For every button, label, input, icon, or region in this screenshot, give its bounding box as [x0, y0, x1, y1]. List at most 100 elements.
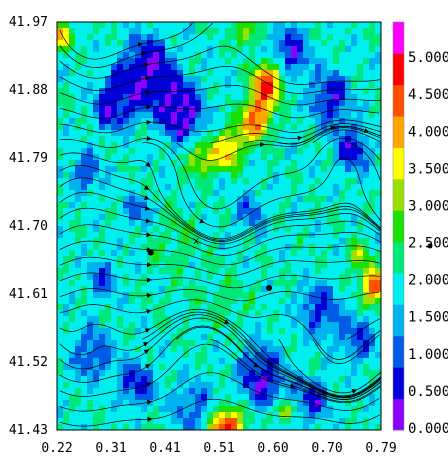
heatmap-cell [129, 22, 136, 29]
heatmap-cell [267, 352, 274, 359]
heatmap-cell [75, 178, 82, 185]
heatmap-cell [237, 46, 244, 53]
heatmap-cell [309, 190, 316, 197]
heatmap-cell [231, 424, 238, 430]
heatmap-cell [117, 196, 124, 203]
heatmap-cell [93, 70, 100, 77]
heatmap-cell [375, 268, 381, 275]
heatmap-cell [363, 334, 370, 341]
heatmap-cell [147, 298, 154, 305]
heatmap-cell [111, 346, 118, 353]
heatmap-cell [249, 28, 256, 35]
heatmap-cell [135, 394, 142, 401]
heatmap-cell [129, 112, 136, 119]
heatmap-cell [207, 424, 214, 430]
heatmap-cell [213, 286, 220, 293]
heatmap-cell [261, 334, 268, 341]
heatmap-cell [111, 424, 118, 430]
heatmap-cell [57, 46, 64, 53]
heatmap-cell [153, 256, 160, 263]
heatmap-cell [351, 208, 358, 215]
heatmap-cell [87, 400, 94, 407]
heatmap-cell [249, 238, 256, 245]
heatmap-cell [261, 34, 268, 41]
heatmap-cell [153, 424, 160, 430]
heatmap-cell [153, 124, 160, 131]
heatmap-cell [189, 274, 196, 281]
streamline [59, 288, 380, 302]
heatmap-cell [225, 364, 232, 371]
heatmap-cell [135, 166, 142, 173]
heatmap-cell [273, 334, 280, 341]
heatmap-cell [309, 166, 316, 173]
heatmap-cell [279, 136, 286, 143]
heatmap-cell [285, 340, 292, 347]
heatmap-cell [231, 52, 238, 59]
heatmap-cell [375, 124, 381, 131]
heatmap-cell [279, 220, 286, 227]
heatmap-cell [333, 88, 340, 95]
heatmap-cell [321, 22, 328, 29]
heatmap-cell [297, 358, 304, 365]
heatmap-cell [195, 286, 202, 293]
heatmap-cell [285, 376, 292, 383]
heatmap-cell [243, 316, 250, 323]
heatmap-cell [297, 268, 304, 275]
heatmap-cell [207, 76, 214, 83]
heatmap-cell [69, 34, 76, 41]
heatmap-cell [261, 418, 268, 425]
heatmap-cell [297, 34, 304, 41]
heatmap-cell [267, 364, 274, 371]
heatmap-cell [189, 130, 196, 137]
heatmap-cell [225, 118, 232, 125]
heatmap-cell [309, 214, 316, 221]
heatmap-cell [219, 226, 226, 233]
heatmap-cell [99, 172, 106, 179]
heatmap-cell [279, 154, 286, 161]
heatmap-cell [189, 232, 196, 239]
heatmap-cell [57, 118, 64, 125]
heatmap-cell [135, 28, 142, 35]
heatmap-cell [351, 148, 358, 155]
heatmap-cell [369, 406, 376, 413]
heatmap-cell [63, 142, 70, 149]
heatmap-cell [279, 310, 286, 317]
heatmap-cell [225, 160, 232, 167]
heatmap-cell [357, 118, 364, 125]
heatmap-cell [159, 322, 166, 329]
heatmap-cell [81, 88, 88, 95]
heatmap-cell [255, 328, 262, 335]
heatmap-cell [363, 142, 370, 149]
streamline [210, 123, 381, 144]
heatmap-cell [207, 34, 214, 41]
heatmap-cell [207, 208, 214, 215]
heatmap-cell [141, 352, 148, 359]
heatmap-cell [267, 118, 274, 125]
heatmap-cell [75, 196, 82, 203]
heatmap-cell [267, 346, 274, 353]
heatmap-cell [213, 232, 220, 239]
heatmap-cell [81, 172, 88, 179]
heatmap-cell [177, 256, 184, 263]
heatmap-cell [303, 70, 310, 77]
heatmap-cell [321, 400, 328, 407]
heatmap-cell [207, 106, 214, 113]
heatmap-cell [285, 388, 292, 395]
heatmap-cell [243, 322, 250, 329]
heatmap-cell [141, 28, 148, 35]
heatmap-cell [117, 178, 124, 185]
heatmap-cell [87, 226, 94, 233]
heatmap-cell [255, 124, 262, 131]
heatmap-cell [333, 346, 340, 353]
heatmap-cell [375, 382, 381, 389]
heatmap-cell [363, 286, 370, 293]
heatmap-cell [57, 268, 64, 275]
heatmap-cell [357, 364, 364, 371]
heatmap-cell [117, 28, 124, 35]
heatmap-cell [111, 418, 118, 425]
heatmap-cell [315, 250, 322, 257]
heatmap-cell [159, 154, 166, 161]
heatmap-cell [279, 94, 286, 101]
heatmap-cell [141, 328, 148, 335]
colorbar-segment [393, 178, 404, 211]
